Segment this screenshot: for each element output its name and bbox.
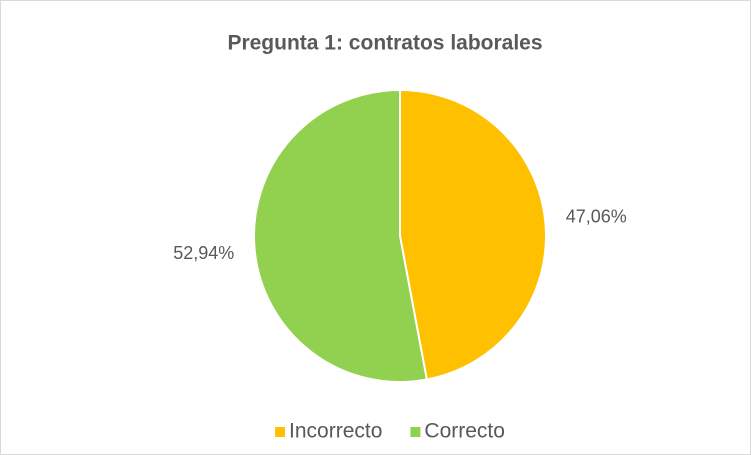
data-label: 52,94% — [173, 243, 234, 263]
pie-slice — [399, 88, 547, 381]
legend-label: Incorrecto — [289, 420, 382, 443]
legend-swatch — [410, 427, 421, 437]
data-label: 47,06% — [566, 207, 627, 227]
legend-swatch — [275, 427, 286, 437]
pie-slice — [253, 88, 428, 383]
legend-label: Correcto — [424, 420, 505, 443]
chart-title: Pregunta 1: contratos laborales — [227, 32, 542, 55]
